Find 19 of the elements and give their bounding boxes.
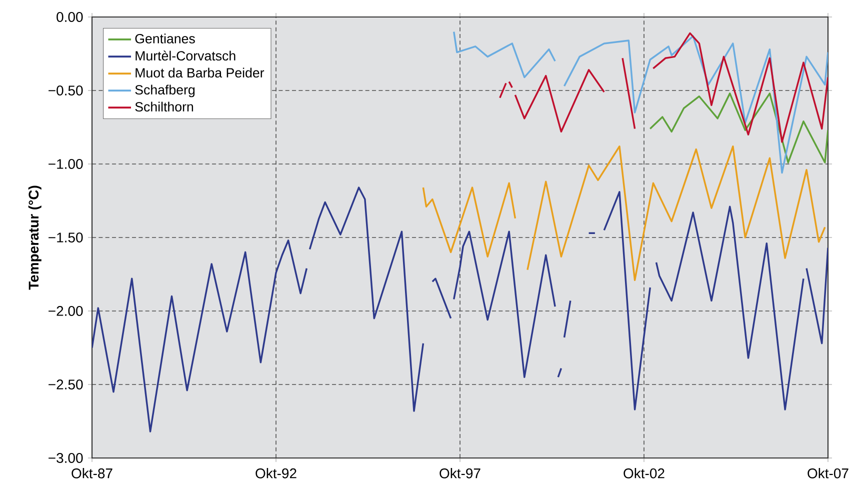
y-tick-label: −1.00 <box>48 159 83 169</box>
y-tick-label: −1.50 <box>48 232 83 242</box>
legend-label: Schilthorn <box>135 102 194 112</box>
y-axis-title: Temperatur (°C) <box>28 186 42 290</box>
x-tick-label: Okt-97 <box>440 468 480 478</box>
y-tick-label: −2.50 <box>48 380 83 390</box>
x-tick-label: Okt-87 <box>72 468 112 478</box>
line-series <box>649 92 828 164</box>
legend-label: Murtèl-Corvatsch <box>136 50 236 61</box>
y-tick-label: −0.50 <box>48 86 83 96</box>
legend-label: Schafberg <box>135 84 195 98</box>
y-tick-label: −2.00 <box>48 306 83 316</box>
y-tick-label: 0.00 <box>56 12 83 22</box>
x-tick-label: Okt-02 <box>624 468 664 478</box>
x-tick-label: Okt-07 <box>808 468 848 478</box>
legend-label: Gentianes <box>135 34 195 44</box>
y-tick-label: −3.00 <box>48 453 83 463</box>
x-tick-label: Okt-92 <box>256 468 296 478</box>
legend-label: Muot da Barba Peider <box>136 68 264 78</box>
